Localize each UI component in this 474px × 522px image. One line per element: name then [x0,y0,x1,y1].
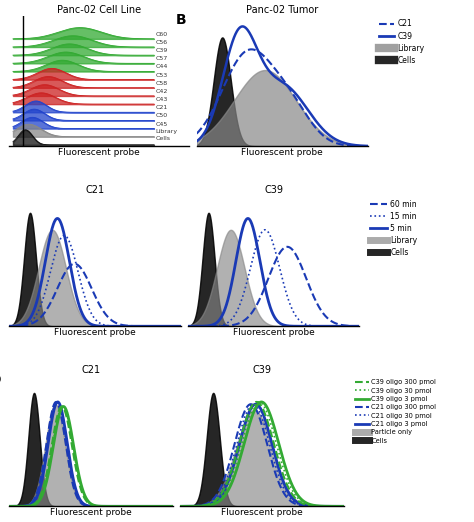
Text: C60: C60 [155,32,168,37]
Text: D: D [0,373,1,387]
Text: C53: C53 [155,73,168,78]
Title: C39: C39 [264,185,283,195]
Text: Library: Library [155,129,178,134]
Text: C42: C42 [155,89,168,94]
Text: Cells: Cells [155,136,171,141]
X-axis label: Fluorescent probe: Fluorescent probe [50,508,132,517]
Text: C45: C45 [155,122,168,126]
Legend: 60 min, 15 min, 5 min, Library, Cells: 60 min, 15 min, 5 min, Library, Cells [370,199,418,257]
X-axis label: Fluorescent probe: Fluorescent probe [58,148,140,157]
Text: C43: C43 [155,97,168,102]
Text: C57: C57 [155,56,168,61]
Title: C21: C21 [85,185,105,195]
Text: C21: C21 [155,105,168,110]
X-axis label: Fluorescent probe: Fluorescent probe [241,148,323,157]
Text: C44: C44 [155,65,168,69]
X-axis label: Fluorescent probe: Fluorescent probe [221,508,303,517]
Text: B: B [176,13,187,27]
Text: C56: C56 [155,40,168,45]
Title: Panc-02 Tumor: Panc-02 Tumor [246,5,318,15]
Legend: C21, C39, Library, Cells: C21, C39, Library, Cells [379,19,424,65]
Text: C58: C58 [155,81,168,86]
Title: Panc-02 Cell Line: Panc-02 Cell Line [57,5,141,15]
Legend: C39 oligo 300 pmol, C39 oligo 30 pmol, C39 oligo 3 pmol, C21 oligo 300 pmol, C21: C39 oligo 300 pmol, C39 oligo 30 pmol, C… [355,379,437,444]
Text: C39: C39 [155,48,168,53]
Text: C50: C50 [155,113,168,118]
Title: C21: C21 [82,365,101,375]
Title: C39: C39 [253,365,272,375]
X-axis label: Fluorescent probe: Fluorescent probe [233,328,314,337]
X-axis label: Fluorescent probe: Fluorescent probe [54,328,136,337]
